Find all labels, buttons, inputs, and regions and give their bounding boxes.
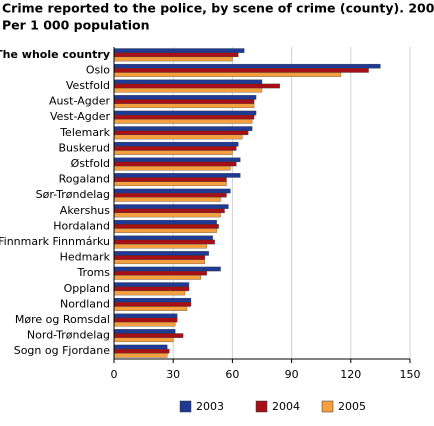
x-tick-label: 60 xyxy=(225,368,239,381)
legend-swatch xyxy=(255,400,268,413)
bar xyxy=(113,212,221,218)
bar xyxy=(113,235,213,241)
bar xyxy=(113,68,369,73)
y-tick-label: Hordaland xyxy=(53,219,110,232)
bar xyxy=(113,130,249,136)
bar xyxy=(113,348,170,354)
y-tick-label: Finnmark Finnmárku xyxy=(0,235,110,248)
chart-title: Per 1 000 population xyxy=(2,18,150,33)
bar xyxy=(113,56,233,62)
bar xyxy=(113,302,192,307)
bar xyxy=(113,239,215,245)
bar xyxy=(113,317,178,323)
bar xyxy=(113,150,233,155)
bar xyxy=(113,181,227,187)
bar xyxy=(113,337,174,343)
bar xyxy=(113,146,237,151)
bar xyxy=(113,255,205,260)
y-tick-label: Vestfold xyxy=(66,79,110,92)
bar xyxy=(113,286,190,292)
bar xyxy=(113,219,217,225)
bar xyxy=(113,329,176,334)
bar xyxy=(113,72,342,77)
bar xyxy=(113,188,231,194)
bar xyxy=(113,208,225,214)
bar xyxy=(113,306,188,311)
bar xyxy=(113,321,176,327)
y-tick-label: Buskerud xyxy=(59,141,110,154)
x-tick-label: 0 xyxy=(111,368,118,381)
bar xyxy=(113,95,257,100)
y-tick-label: Telemark xyxy=(59,126,110,139)
y-tick-label: Aust-Agder xyxy=(49,95,111,108)
x-tick-label: 90 xyxy=(285,368,299,381)
bar xyxy=(113,103,255,109)
bar xyxy=(113,83,280,89)
bar xyxy=(113,251,209,256)
legend-label: 2004 xyxy=(272,400,300,413)
bar xyxy=(113,52,239,58)
bar xyxy=(113,119,253,124)
bar xyxy=(113,63,381,69)
bar xyxy=(113,177,227,182)
y-tick-label: Hedmark xyxy=(60,251,111,264)
bar xyxy=(113,87,263,93)
legend-swatch xyxy=(179,400,192,413)
bar xyxy=(113,48,245,53)
y-tick-label: Vest-Agder xyxy=(50,110,110,123)
bar xyxy=(113,79,263,85)
bar xyxy=(113,290,186,296)
bar xyxy=(113,204,229,209)
y-tick-label: Rogaland xyxy=(59,173,110,186)
x-tick-label: 30 xyxy=(166,368,180,381)
y-tick-label: Møre og Romsdal xyxy=(15,313,110,326)
bar xyxy=(113,259,205,265)
legend-label: 2003 xyxy=(196,400,224,413)
bar xyxy=(113,224,219,229)
bar xyxy=(113,173,241,178)
bar xyxy=(113,126,253,131)
bar xyxy=(113,275,201,280)
bar xyxy=(113,228,217,233)
y-tick-label: Akershus xyxy=(60,204,110,217)
bar xyxy=(113,165,231,171)
x-tick-label: 150 xyxy=(400,368,421,381)
y-tick-label: Oslo xyxy=(86,63,110,76)
bar xyxy=(113,157,241,163)
legend-swatch xyxy=(321,400,334,413)
bar xyxy=(113,282,190,287)
y-tick-label: Sogn og Fjordane xyxy=(14,344,111,357)
y-tick-label: Oppland xyxy=(64,282,110,295)
bar xyxy=(113,270,207,276)
bar xyxy=(113,266,221,272)
bar xyxy=(113,141,239,147)
y-tick-label: Troms xyxy=(76,266,110,279)
bar xyxy=(113,114,255,120)
y-tick-label: Nord-Trøndelag xyxy=(27,329,110,342)
bar xyxy=(113,99,255,104)
x-tick-label: 120 xyxy=(340,368,361,381)
y-tick-label: Nordland xyxy=(60,297,110,310)
bar xyxy=(113,110,257,116)
bar xyxy=(113,134,243,140)
bar xyxy=(113,353,168,358)
bar xyxy=(113,333,184,338)
legend-label: 2005 xyxy=(338,400,366,413)
chart-title: Crime reported to the police, by scene o… xyxy=(2,1,434,16)
bar xyxy=(113,192,227,198)
bar xyxy=(113,344,168,350)
y-tick-label: Østfold xyxy=(71,157,110,170)
bar xyxy=(113,197,221,202)
bar xyxy=(113,243,207,249)
bar xyxy=(113,161,237,167)
bar xyxy=(113,297,192,303)
y-tick-label: Sør-Trøndelag xyxy=(36,188,110,201)
y-tick-label: The whole country xyxy=(0,48,110,61)
bar xyxy=(113,313,178,319)
